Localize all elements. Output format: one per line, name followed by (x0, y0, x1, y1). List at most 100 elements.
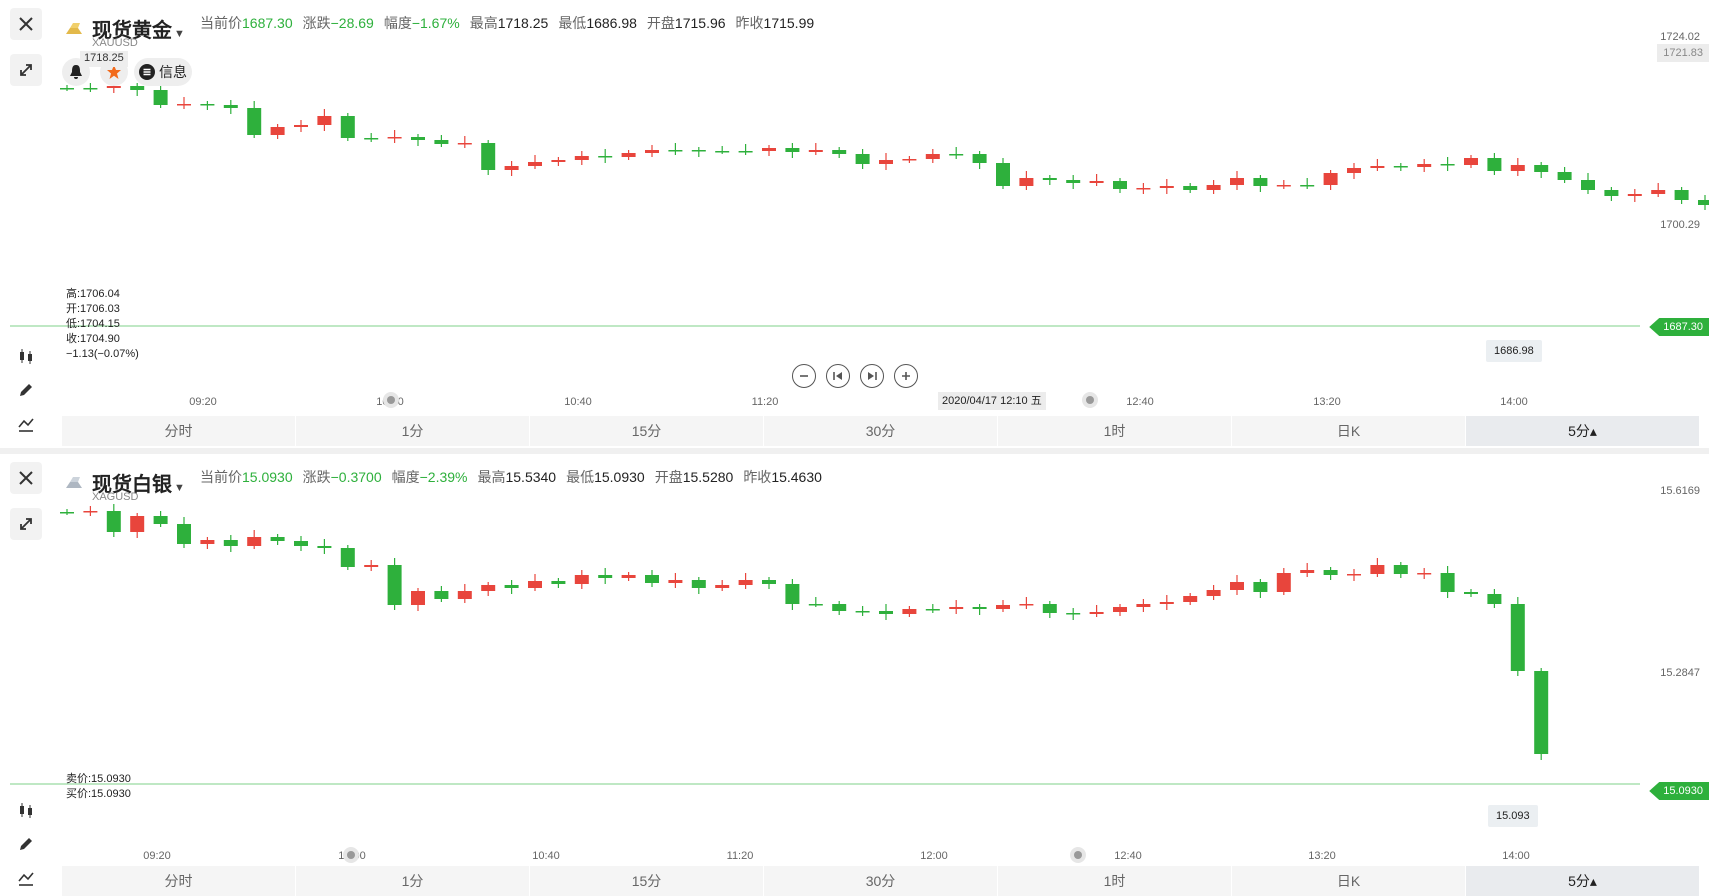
candle-body (691, 580, 706, 588)
silver-tab-2[interactable]: 15分 (530, 866, 764, 896)
candle-body (387, 565, 402, 605)
time-label: 09:20 (189, 396, 217, 408)
zoom-out-button[interactable] (792, 364, 816, 388)
candle-body (83, 511, 98, 513)
candle-type-button[interactable] (10, 340, 42, 372)
draw-tool-button[interactable] (10, 828, 42, 860)
candle-body (106, 86, 121, 88)
stat-value: 1686.98 (586, 15, 637, 31)
expand-button[interactable] (10, 54, 42, 86)
silver-tab-0[interactable]: 分时 (62, 866, 296, 896)
candle-body (1487, 158, 1502, 171)
forward-button[interactable] (860, 364, 884, 388)
candle-body (1136, 604, 1151, 607)
time-label: 12:00 (920, 850, 948, 862)
draw-tool-button[interactable] (10, 374, 42, 406)
info-button[interactable]: 信息 (134, 58, 192, 86)
candle-body (1300, 570, 1315, 573)
silver-tab-5[interactable]: 日K (1232, 866, 1466, 896)
gold-tab-5[interactable]: 日K (1232, 416, 1466, 446)
silver-candlestick-chart[interactable]: 15.616915.284709:2010:0010:4011:2012:001… (0, 454, 1709, 896)
candle-body (1370, 565, 1385, 574)
gold-tab-2[interactable]: 15分 (530, 416, 764, 446)
gold-title[interactable]: 现货黄金 ▼ (92, 20, 185, 42)
zoom-in-button[interactable] (894, 364, 918, 388)
stat-label: 当前价 (200, 469, 242, 485)
candle-type-button[interactable] (10, 794, 42, 826)
expand-button[interactable] (10, 508, 42, 540)
gold-tab-6[interactable]: 5分▴ (1466, 416, 1700, 446)
candle-body (270, 537, 285, 541)
expand-icon (20, 64, 32, 76)
time-label: 12:40 (1114, 850, 1142, 862)
candle-body (762, 148, 776, 151)
gold-range-handle-left[interactable] (383, 392, 399, 408)
candle-body (1347, 574, 1361, 576)
gold-candlestick-chart[interactable]: 1724.021700.2909:2010:0010:4011:2012:401… (0, 0, 1709, 448)
candle-body (528, 581, 542, 588)
silver-tab-3[interactable]: 30分 (764, 866, 998, 896)
gold-range-handle-right[interactable] (1082, 392, 1098, 408)
stat-label: 幅度 (383, 15, 412, 31)
candle-body (574, 156, 589, 160)
candle-body (879, 160, 893, 164)
candle-body (1674, 190, 1689, 200)
candle-body (1440, 164, 1455, 166)
gold-tab-0[interactable]: 分时 (62, 416, 296, 446)
candle-body (668, 150, 683, 152)
candle-body (996, 163, 1010, 186)
candle-body (340, 116, 355, 138)
close-icon (19, 17, 33, 31)
candle-body (1113, 607, 1127, 612)
candle-body (1487, 594, 1502, 604)
silver-bars-icon (66, 477, 82, 488)
gold-code: XAUUSD (92, 37, 138, 49)
star-icon (107, 65, 121, 79)
pencil-icon (20, 838, 32, 850)
candle-body (481, 585, 496, 591)
candle-body (270, 127, 285, 135)
candle-body (808, 604, 823, 606)
stat-value: 1687.30 (242, 15, 293, 31)
silver-bid-ask-readout: 卖价:15.0930 买价:15.0930 (66, 773, 131, 800)
candle-body (247, 537, 262, 546)
candle-body (1089, 612, 1104, 614)
close-button[interactable] (10, 462, 42, 494)
silver-tab-4[interactable]: 1时 (998, 866, 1232, 896)
candle-body (1534, 165, 1549, 172)
candle-body (1393, 565, 1408, 574)
stat-label: 昨收 (735, 15, 764, 31)
indicator-button[interactable] (10, 408, 42, 440)
candle-body (1206, 590, 1221, 596)
silver-range-handle-left[interactable] (343, 847, 359, 863)
line-chart-icon (18, 418, 34, 432)
gold-tab-1[interactable]: 1分 (296, 416, 530, 446)
silver-range-handle-right[interactable] (1070, 847, 1086, 863)
silver-tab-1[interactable]: 1分 (296, 866, 530, 896)
gold-ohlc-readout: 高:1706.04 开:1706.03 低:1704.15 收:1704.90 … (66, 288, 139, 360)
candle-body (411, 137, 425, 140)
gold-header: 现货黄金 ▼ XAUUSD 当前价1687.30 涨跌−28.69 幅度−1.67% 最… (62, 10, 1662, 50)
candle-body (1019, 604, 1034, 606)
gold-chart-panel: 1724.021700.2909:2010:0010:4011:2012:401… (0, 0, 1709, 448)
close-button[interactable] (10, 8, 42, 40)
candle-body (1276, 185, 1291, 187)
candle-body (949, 154, 964, 156)
candle-body (504, 166, 519, 170)
indicator-button[interactable] (10, 862, 42, 894)
candle-body (668, 580, 683, 583)
rewind-button[interactable] (826, 364, 850, 388)
candle-body (1464, 592, 1478, 594)
expand-icon (20, 518, 32, 530)
silver-tab-6[interactable]: 5分▴ (1466, 866, 1700, 896)
gold-tab-3[interactable]: 30分 (764, 416, 998, 446)
candle-body (1066, 613, 1081, 615)
candle-body (996, 605, 1010, 609)
candle-body (832, 150, 847, 154)
silver-title[interactable]: 现货白银 ▼ (92, 474, 185, 496)
candle-body (832, 604, 847, 611)
gold-tab-4[interactable]: 1时 (998, 416, 1232, 446)
bell-icon (70, 65, 82, 79)
silver-header: 现货白银 ▼ XAGUSD 当前价15.0930 涨跌−0.3700 幅度−2.39%… (62, 464, 1662, 504)
time-label: 14:00 (1502, 850, 1530, 862)
